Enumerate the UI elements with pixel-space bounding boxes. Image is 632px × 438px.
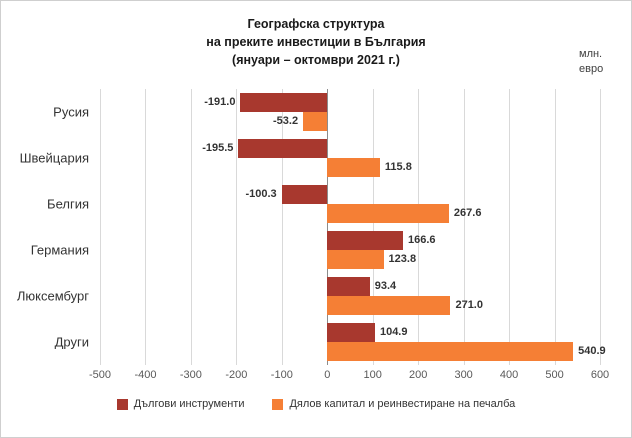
category-row: Швейцария -195.5 115.8 (20, 135, 600, 181)
x-tick-label: 200 (408, 369, 428, 381)
legend-label: Дялов капитал и реинвестиране на печалба (289, 398, 516, 410)
bar-group: 93.4 271.0 (100, 277, 600, 315)
category-label: Германия (30, 242, 89, 258)
bar-value-label: 93.4 (374, 280, 397, 292)
x-tick-label: 400 (499, 369, 519, 381)
gridline (509, 89, 511, 365)
bar-group: 104.9 540.9 (100, 323, 606, 361)
category-label: Други (54, 334, 89, 350)
gridline (418, 89, 420, 365)
x-tick-label: -400 (134, 369, 157, 381)
category-row: Други 104.9 540.9 (55, 319, 606, 365)
x-tick-label: 500 (545, 369, 564, 381)
bar-value-label: 271.0 (455, 299, 483, 311)
x-tick-label: 0 (324, 369, 331, 381)
unit-label-line2: евро (579, 62, 604, 75)
gridline (236, 89, 238, 365)
category-label: Люксембург (16, 288, 89, 304)
category-label: Русия (53, 104, 89, 120)
bar (281, 185, 328, 204)
x-axis: -500 -400 -300 -200 -100 0 100 200 300 400 500 600 (89, 369, 609, 385)
legend-label: Дългови инструменти (133, 398, 245, 410)
legend-item: Дялов капитал и реинвестиране на печалба (272, 398, 515, 410)
bar-value-label: 166.6 (408, 234, 436, 246)
bar (327, 323, 375, 342)
bar-track: -195.5 (100, 139, 600, 158)
bar-track: -191.0 (100, 93, 600, 112)
bar-track: 271.0 (100, 296, 600, 315)
bar (327, 342, 574, 361)
gridline (100, 89, 101, 365)
zero-axis-line (327, 89, 329, 365)
x-tick-label: -100 (270, 369, 293, 381)
x-tick-label: -200 (225, 369, 248, 381)
category-label: Белгия (47, 196, 89, 212)
x-tick-label: 100 (363, 369, 382, 381)
bar-track: 540.9 (100, 342, 606, 361)
bar (327, 158, 380, 177)
bar-value-label: 123.8 (388, 253, 417, 265)
category-row: Белгия -100.3 267.6 (47, 181, 600, 227)
bar-group: 166.6 123.8 (100, 231, 600, 269)
category-label: Швейцария (19, 150, 89, 166)
bar-track: 93.4 (100, 277, 600, 296)
bar (238, 139, 328, 158)
bar (240, 93, 328, 112)
bar-track: 166.6 (100, 231, 600, 250)
bar (327, 296, 451, 315)
gridline (372, 89, 374, 365)
legend-swatch (272, 398, 284, 410)
legend-swatch (116, 398, 128, 410)
gridline (190, 89, 192, 365)
bar-value-label: 104.9 (379, 326, 408, 338)
bar-value-label: -195.5 (202, 142, 234, 154)
bar-value-label: 115.8 (384, 161, 412, 173)
bar-group: -191.0 -53.2 (100, 93, 600, 131)
category-row: Люксембург 93.4 271.0 (17, 273, 600, 319)
x-tick-label: 300 (454, 369, 473, 381)
legend: Дългови инструменти Дялов капитал и реинв… (1, 398, 631, 410)
bar-track: 123.8 (100, 250, 600, 269)
x-tick-label: 600 (590, 369, 610, 381)
bar-value-label: -53.2 (273, 115, 299, 127)
gridline (554, 89, 556, 365)
bar-value-label: 267.6 (453, 207, 482, 219)
bar-value-label: -100.3 (245, 188, 277, 200)
plot-area: Русия -191.0 -53.2 Швейцария -195.5 115.8 Белг… (17, 89, 606, 365)
bar-value-label: -191.0 (204, 96, 236, 108)
category-row: Русия -191.0 -53.2 (53, 89, 600, 135)
bar (327, 204, 449, 223)
category-row: Германия 166.6 123.8 (31, 227, 600, 273)
gridline (145, 89, 147, 365)
gridline (463, 89, 465, 365)
bar-value-label: 540.9 (578, 345, 606, 357)
gridline-layer (100, 89, 601, 365)
bar-track: -53.2 (100, 112, 600, 131)
bar-track: -100.3 (100, 185, 600, 204)
x-tick-label: -300 (179, 369, 202, 381)
chart-title-line1: Географска структура (247, 17, 385, 31)
bar-group: -195.5 115.8 (100, 139, 600, 177)
bar (327, 250, 384, 269)
gridline (281, 89, 283, 365)
chart-title-line2: на преките инвестиции в България (206, 35, 426, 50)
chart-title-block: Географска структура на преките инвестиц… (1, 15, 631, 69)
unit-label-line1: млн. (579, 48, 603, 60)
bar-track: 267.6 (100, 204, 600, 223)
unit-label: млн. евро (579, 47, 603, 77)
bar-track: 115.8 (100, 158, 600, 177)
chart-subtitle: (януари – октомври 2021 г.) (232, 53, 400, 68)
bar (303, 112, 328, 131)
bar (327, 277, 370, 296)
bar-group: -100.3 267.6 (100, 185, 600, 223)
bar-rows-layer: Русия -191.0 -53.2 Швейцария -195.5 115.8 Белг… (17, 89, 606, 365)
bar (327, 231, 403, 250)
bar-track: 104.9 (100, 323, 600, 342)
x-tick-label: -500 (88, 369, 112, 381)
legend-item: Дългови инструменти (116, 398, 245, 410)
gridline (600, 89, 601, 365)
